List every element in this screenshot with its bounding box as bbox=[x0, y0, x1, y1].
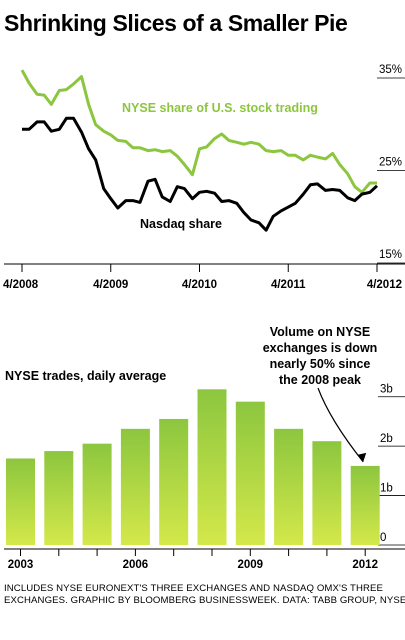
line-x-tick-label: 4/2011 bbox=[271, 279, 306, 291]
annotation-line: nearly 50% since bbox=[270, 357, 371, 371]
bar-2010 bbox=[274, 428, 304, 545]
bar-x-tick-label: 2009 bbox=[238, 559, 264, 571]
bar-x-tick-label: 2003 bbox=[8, 559, 34, 571]
bar-2003 bbox=[6, 458, 35, 545]
page-title: Shrinking Slices of a Smaller Pie bbox=[4, 10, 348, 36]
line-y-tick-label: 15% bbox=[379, 249, 402, 261]
annotation-line: exchanges is down bbox=[263, 341, 378, 355]
bar-2008 bbox=[197, 389, 227, 545]
bar-y-tick-label: 2b bbox=[380, 433, 393, 445]
line-y-tick-label: 35% bbox=[379, 64, 402, 76]
bar-2011 bbox=[312, 441, 342, 545]
footnote-line-1: INCLUDES NYSE EURONEXT'S THREE EXCHANGES… bbox=[4, 583, 384, 594]
footnote: INCLUDES NYSE EURONEXT'S THREE EXCHANGES… bbox=[4, 583, 405, 607]
bar-2007 bbox=[159, 418, 189, 545]
series-label-nasdaq: Nasdaq share bbox=[140, 217, 222, 231]
line-chart: 15% 25% 35% 4/2008 4/2009 4/2010 4/2011 4/2012 N… bbox=[3, 64, 405, 291]
bar-y-tick-label: 3b bbox=[380, 384, 393, 396]
bar-chart: 0 1b 2b 3b 2003 2006 2009 2012 NYSE trades, dail… bbox=[4, 325, 405, 571]
bar-2004 bbox=[44, 451, 74, 545]
series-line-nasdaq bbox=[22, 116, 379, 232]
annotation-line: Volume on NYSE bbox=[270, 325, 370, 339]
annotation-arrowhead bbox=[357, 452, 367, 462]
bar-y-tick-label: 1b bbox=[380, 483, 393, 495]
series-label-nyse: NYSE share of U.S. stock trading bbox=[122, 101, 318, 115]
bar-2006 bbox=[120, 428, 150, 545]
line-x-tick-label: 4/2008 bbox=[3, 279, 39, 291]
series-line-nyse bbox=[20, 69, 377, 194]
line-x-tick-label: 4/2010 bbox=[182, 279, 217, 291]
line-x-tick-label: 4/2009 bbox=[93, 279, 128, 291]
bar-2009 bbox=[235, 401, 265, 545]
bar-chart-title: NYSE trades, daily average bbox=[5, 369, 166, 383]
line-x-tick-label: 4/2012 bbox=[367, 279, 402, 291]
line-y-tick-label: 25% bbox=[379, 157, 402, 169]
bar-x-tick-label: 2012 bbox=[352, 559, 378, 571]
annotation-line: the 2008 peak bbox=[279, 373, 361, 387]
bar-y-tick-label: 0 bbox=[380, 532, 386, 544]
bar-2012 bbox=[350, 465, 380, 545]
bar-2005 bbox=[82, 443, 112, 545]
bar-x-tick-label: 2006 bbox=[123, 559, 149, 571]
annotation-arrow bbox=[317, 387, 364, 463]
footnote-line-2: EXCHANGES. GRAPHIC BY BLOOMBERG BUSINESS… bbox=[4, 595, 405, 606]
